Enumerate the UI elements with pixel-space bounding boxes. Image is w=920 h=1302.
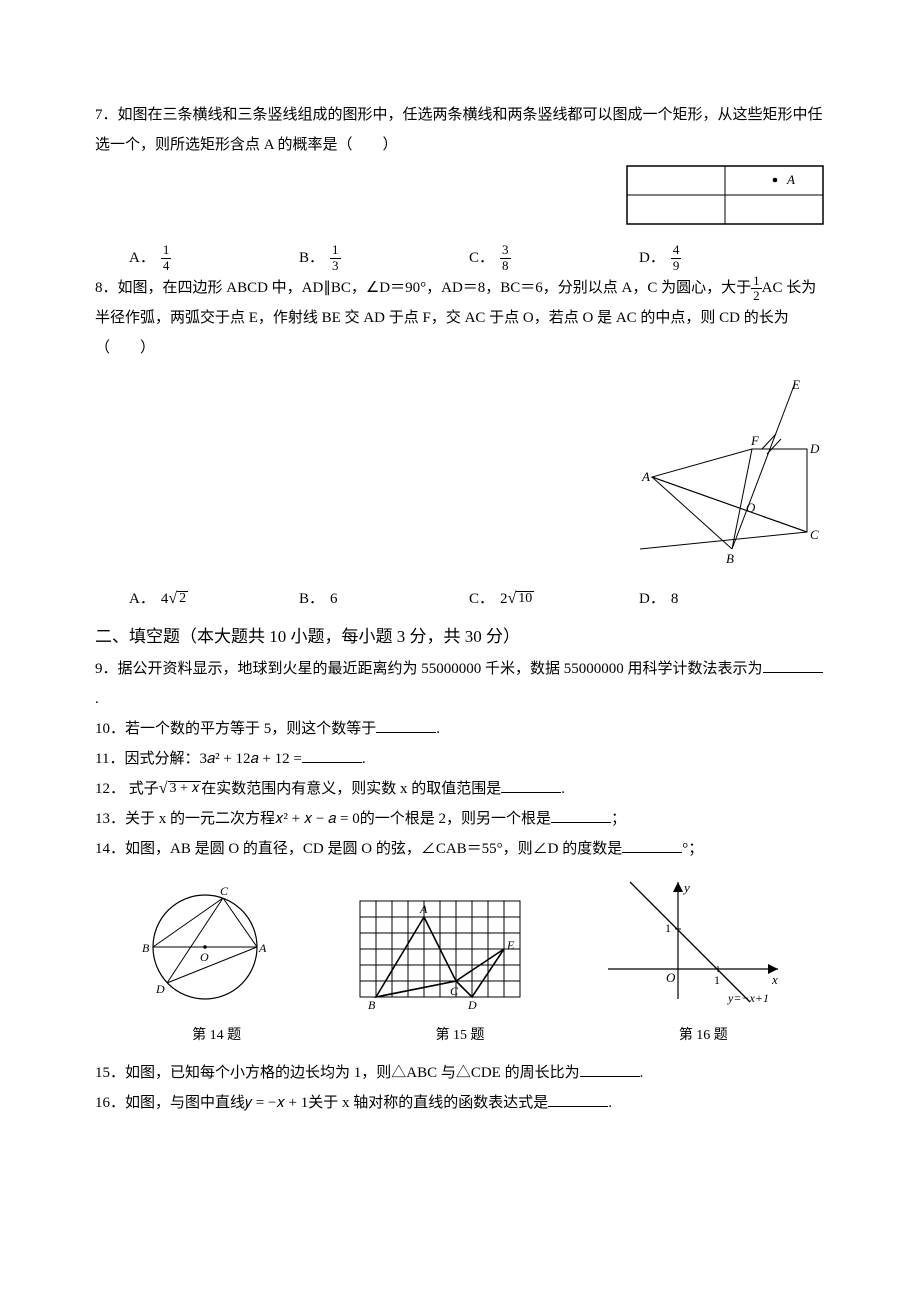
fig15-caption: 第 15 题 <box>360 1022 560 1050</box>
frac: 12 <box>751 274 762 304</box>
svg-text:B: B <box>142 941 150 955</box>
svg-text:C: C <box>810 527 819 542</box>
svg-text:O: O <box>200 950 209 964</box>
blank <box>763 657 823 673</box>
svg-text:1: 1 <box>665 921 671 935</box>
svg-text:B: B <box>726 551 734 566</box>
frac: 13 <box>330 243 341 273</box>
q7-text: 7．如图在三条横线和三条竖线组成的图形中，任选两条横线和两条竖线都可以图成一个矩… <box>95 100 825 160</box>
blank <box>501 777 561 793</box>
fig16-caption: 第 16 题 <box>603 1022 803 1050</box>
svg-text:O: O <box>746 500 756 515</box>
q11: 11．因式分解：3𝑎² + 12𝑎 + 12 =. <box>95 744 825 774</box>
blank <box>622 837 682 853</box>
blank <box>302 747 362 763</box>
q7-optD: D． 49 <box>639 243 809 273</box>
figure-captions: 第 14 题 第 15 题 第 16 题 <box>95 1022 825 1050</box>
q14: 14．如图，AB 是圆 O 的直径，CD 是圆 O 的弦，∠CAB＝55°，则∠… <box>95 834 825 864</box>
exam-page: 7．如图在三条横线和三条竖线组成的图形中，任选两条横线和两条竖线都可以图成一个矩… <box>0 0 920 1302</box>
svg-text:y: y <box>682 880 690 895</box>
fig14-caption: 第 14 题 <box>117 1022 317 1050</box>
frac: 14 <box>161 243 172 273</box>
q8-figure: A B C D E F O <box>640 367 825 578</box>
fig16-svg: y x O 1 1 y=−x+1 <box>600 874 790 1009</box>
svg-text:C: C <box>220 884 229 898</box>
q8-optB: B． 6 <box>299 584 469 614</box>
svg-text:B: B <box>368 998 376 1009</box>
svg-text:E: E <box>791 377 800 392</box>
q7-optB: B． 13 <box>299 243 469 273</box>
svg-text:A: A <box>641 469 650 484</box>
fig15-svg: A B C D E <box>350 891 530 1009</box>
blank <box>551 807 611 823</box>
svg-text:E: E <box>506 938 515 952</box>
svg-text:D: D <box>155 982 165 996</box>
svg-text:1: 1 <box>714 973 720 987</box>
svg-text:A: A <box>258 941 267 955</box>
figure-row: A B C D O <box>95 874 825 1020</box>
q7-point-label: A <box>786 172 795 187</box>
q8-svg: A B C D E F O <box>640 367 825 567</box>
q8-optD: D． 8 <box>639 584 809 614</box>
svg-text:F: F <box>750 433 760 448</box>
svg-text:O: O <box>666 970 676 985</box>
fig14: A B C D O <box>130 879 280 1020</box>
q8-optA: A． 4√2 <box>129 584 299 614</box>
q15: 15．如图，已知每个小方格的边长均为 1，则△ABC 与△CDE 的周长比为. <box>95 1058 825 1088</box>
q7-grid-svg: A <box>625 164 825 226</box>
fig15: A B C D E <box>350 891 530 1020</box>
q9: 9．据公开资料显示，地球到火星的最近距离约为 55000000 千米，数据 55… <box>95 654 825 714</box>
frac: 38 <box>500 243 511 273</box>
q7-body: 7．如图在三条横线和三条竖线组成的图形中，任选两条横线和两条竖线都可以图成一个矩… <box>95 107 823 153</box>
q8-optC: C． 2√10 <box>469 584 639 614</box>
blank <box>580 1061 640 1077</box>
fig16: y x O 1 1 y=−x+1 <box>600 874 790 1020</box>
q7-optA: A． 14 <box>129 243 299 273</box>
q8-options: A． 4√2 B． 6 C． 2√10 D． 8 <box>95 584 825 614</box>
svg-text:C: C <box>450 984 459 998</box>
q7-options: A． 14 B． 13 C． 38 D． 49 <box>95 243 825 273</box>
svg-text:D: D <box>809 441 820 456</box>
q8-text: 8．如图，在四边形 ABCD 中，AD∥BC，∠D＝90°，AD＝8，BC＝6，… <box>95 273 825 363</box>
svg-text:A: A <box>419 902 428 916</box>
svg-text:D: D <box>467 998 477 1009</box>
q12: 12． 式子√3 + 𝑥在实数范围内有意义，则实数 x 的取值范围是. <box>95 774 825 804</box>
blank <box>376 717 436 733</box>
q16: 16．如图，与图中直线𝑦 = −𝑥 + 1关于 x 轴对称的直线的函数表达式是. <box>95 1088 825 1118</box>
section-2-header: 二、填空题（本大题共 10 小题，每小题 3 分，共 30 分） <box>95 620 825 654</box>
q7-figure: A <box>625 164 825 237</box>
fig14-svg: A B C D O <box>130 879 280 1009</box>
frac: 49 <box>671 243 682 273</box>
svg-text:x: x <box>771 972 778 987</box>
q7-optC: C． 38 <box>469 243 639 273</box>
q13: 13．关于 x 的一元二次方程𝑥² + 𝑥 − 𝑎 = 0的一个根是 2，则另一… <box>95 804 825 834</box>
q10: 10．若一个数的平方等于 5，则这个数等于. <box>95 714 825 744</box>
blank <box>548 1091 608 1107</box>
svg-text:y=−x+1: y=−x+1 <box>727 991 769 1005</box>
